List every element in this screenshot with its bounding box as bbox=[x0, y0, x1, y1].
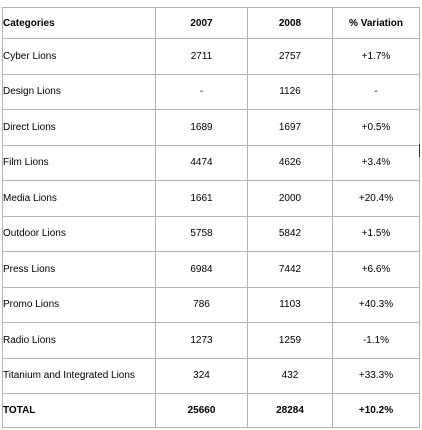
value-2008-cell: 2757 bbox=[247, 38, 333, 75]
variation-cell: +40.3% bbox=[332, 286, 420, 323]
table-row: Outdoor Lions 5758 5842 +1.5% bbox=[2, 215, 420, 252]
value-2008-cell: 4626 bbox=[247, 144, 333, 181]
category-cell: Media Lions bbox=[2, 180, 156, 217]
header-2008: 2008 bbox=[247, 7, 333, 39]
entries-table: Categories 2007 2008 % Variation Cyber L… bbox=[2, 7, 420, 428]
value-2007-cell: 4474 bbox=[155, 144, 248, 181]
table-row: Film Lions 4474 4626 +3.4% bbox=[2, 144, 420, 181]
table-row: Cyber Lions 2711 2757 +1.7% bbox=[2, 38, 420, 75]
category-cell: Titanium and Integrated Lions bbox=[2, 357, 156, 394]
header-2007: 2007 bbox=[155, 7, 248, 39]
value-2008-cell: 5842 bbox=[247, 215, 333, 252]
category-cell: Outdoor Lions bbox=[2, 215, 156, 252]
category-cell: Radio Lions bbox=[2, 322, 156, 359]
value-2007-cell: 1689 bbox=[155, 109, 248, 146]
header-categories: Categories bbox=[2, 7, 156, 39]
value-2007-cell: 1661 bbox=[155, 180, 248, 217]
table-row: Press Lions 6984 7442 +6.6% bbox=[2, 251, 420, 288]
variation-cell: +33.3% bbox=[332, 357, 420, 394]
variation-cell: - bbox=[332, 73, 420, 110]
total-label: TOTAL bbox=[2, 393, 156, 428]
variation-cell: +1.7% bbox=[332, 38, 420, 75]
variation-cell: -1.1% bbox=[332, 322, 420, 359]
value-2008-cell: 1126 bbox=[247, 73, 333, 110]
table-row: Design Lions - 1126 - bbox=[2, 73, 420, 110]
value-2008-cell: 432 bbox=[247, 357, 333, 394]
value-2008-cell: 1259 bbox=[247, 322, 333, 359]
category-cell: Cyber Lions bbox=[2, 38, 156, 75]
category-cell: Film Lions bbox=[2, 144, 156, 181]
table-row: Promo Lions 786 1103 +40.3% bbox=[2, 286, 420, 323]
variation-cell: +1.5% bbox=[332, 215, 420, 252]
table-row: Direct Lions 1689 1697 +0.5% bbox=[2, 109, 420, 146]
total-2008: 28284 bbox=[247, 393, 333, 428]
table-row: Media Lions 1661 2000 +20.4% bbox=[2, 180, 420, 217]
header-row: Categories 2007 2008 % Variation bbox=[2, 7, 420, 39]
header-variation: % Variation bbox=[332, 7, 420, 39]
total-row: TOTAL 25660 28284 +10.2% bbox=[2, 393, 420, 428]
table-row: Titanium and Integrated Lions 324 432 +3… bbox=[2, 357, 420, 394]
value-2008-cell: 7442 bbox=[247, 251, 333, 288]
value-2008-cell: 1697 bbox=[247, 109, 333, 146]
table-row: Radio Lions 1273 1259 -1.1% bbox=[2, 322, 420, 359]
value-2007-cell: 324 bbox=[155, 357, 248, 394]
value-2008-cell: 1103 bbox=[247, 286, 333, 323]
edge-mark bbox=[419, 144, 420, 157]
category-cell: Press Lions bbox=[2, 251, 156, 288]
value-2007-cell: 1273 bbox=[155, 322, 248, 359]
value-2007-cell: 6984 bbox=[155, 251, 248, 288]
category-cell: Design Lions bbox=[2, 73, 156, 110]
value-2007-cell: 786 bbox=[155, 286, 248, 323]
total-variation: +10.2% bbox=[332, 393, 420, 428]
category-cell: Promo Lions bbox=[2, 286, 156, 323]
value-2008-cell: 2000 bbox=[247, 180, 333, 217]
total-2007: 25660 bbox=[155, 393, 248, 428]
variation-cell: +20.4% bbox=[332, 180, 420, 217]
variation-cell: +0.5% bbox=[332, 109, 420, 146]
value-2007-cell: - bbox=[155, 73, 248, 110]
variation-cell: +6.6% bbox=[332, 251, 420, 288]
category-cell: Direct Lions bbox=[2, 109, 156, 146]
value-2007-cell: 2711 bbox=[155, 38, 248, 75]
value-2007-cell: 5758 bbox=[155, 215, 248, 252]
variation-cell: +3.4% bbox=[332, 144, 420, 181]
